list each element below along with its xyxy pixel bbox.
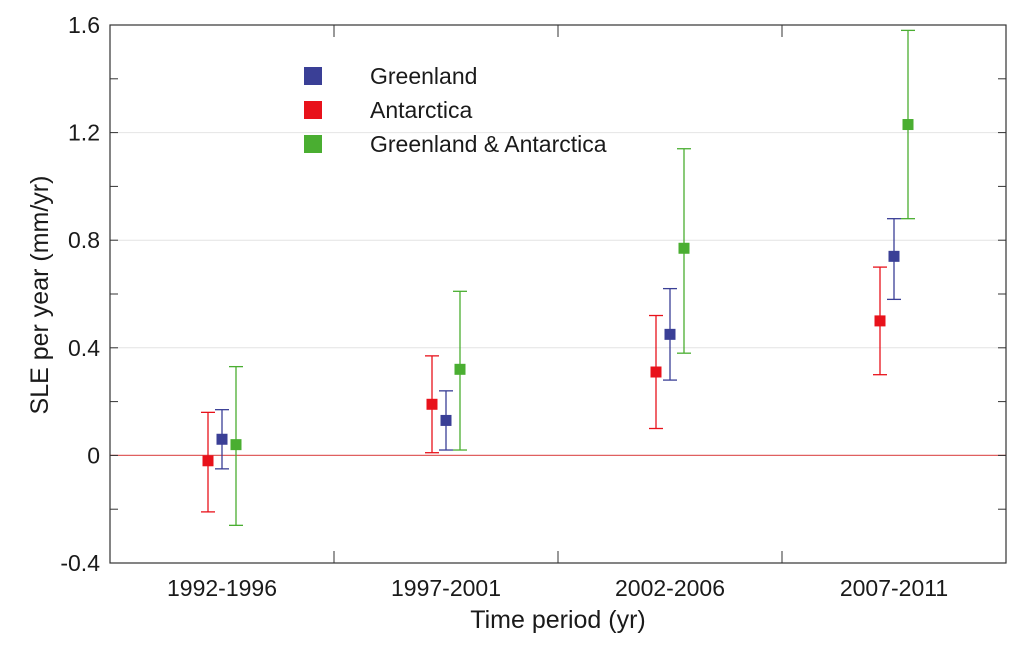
y-tick-label: 0.4 [68,335,100,361]
y-tick-label: -0.4 [60,550,100,576]
data-point [454,363,466,375]
data-point [440,414,452,426]
data-point [230,439,242,451]
legend-label: Antarctica [370,97,472,123]
plot-frame [109,24,1007,564]
data-point [888,250,900,262]
legend-label: Greenland [370,63,477,89]
y-tick-label: 1.6 [68,12,100,38]
data-point [678,242,690,254]
data-point [874,315,886,327]
x-axis-label: Time period (yr) [470,606,646,634]
x-tick-label: 2007-2011 [840,575,948,601]
y-tick-label: 1.2 [68,120,100,146]
data-point [650,366,662,378]
data-point [216,433,228,445]
legend-label: Greenland & Antarctica [370,131,607,157]
data-point [902,119,914,131]
legend: Greenland Antarctica Greenland & Antarctic… [304,63,607,157]
legend-swatch [304,135,322,153]
axes: -0.4 0 0.4 0.8 1.2 1.6 1992-1996 1997-2001 2002-… [60,12,1006,601]
x-tick-label: 2002-2006 [615,575,725,601]
data-point [426,398,438,410]
plot-border [109,24,1007,564]
x-tick-label: 1997-2001 [391,575,501,601]
data-marks [201,29,915,526]
data-point [664,328,676,340]
y-tick-label: 0.8 [68,227,100,253]
data-point [202,455,214,467]
legend-swatch [304,101,322,119]
y-axis-label: SLE per year (mm/yr) [26,176,54,415]
x-tick-label: 1992-1996 [167,575,277,601]
y-tick-label: 0 [87,442,100,468]
legend-swatch [304,67,322,85]
grid-lines [110,132,1006,456]
